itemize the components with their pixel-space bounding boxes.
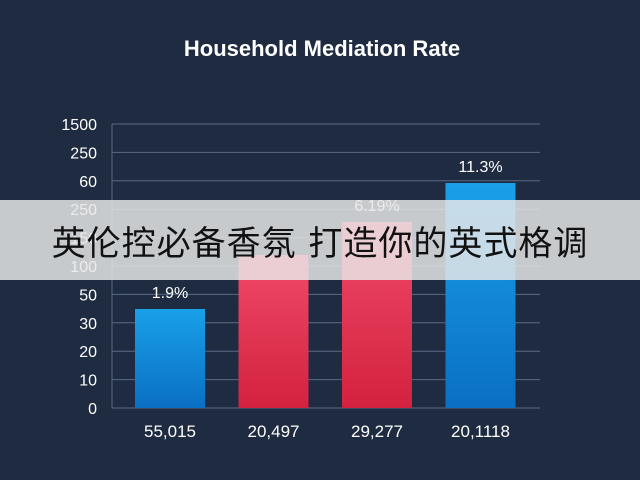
x-category-label: 55,015	[144, 422, 196, 441]
x-category-label: 20,497	[248, 422, 300, 441]
x-axis-categories: 55,015 20,497 29,277 20,1118	[144, 422, 510, 441]
bar-data-label: 1.9%	[152, 285, 188, 302]
y-tick-label: 20	[79, 344, 97, 361]
bar-data-label: 11.3%	[458, 159, 502, 176]
bar	[238, 255, 309, 408]
y-tick-label: 10	[79, 373, 97, 390]
x-category-label: 29,277	[351, 422, 403, 441]
y-tick-label: 30	[79, 316, 97, 333]
y-tick-label: 50	[79, 287, 97, 304]
x-category-label: 20,1118	[451, 422, 510, 441]
bar	[135, 309, 205, 408]
y-tick-label: 60	[79, 174, 97, 191]
y-tick-label: 0	[88, 401, 97, 418]
y-tick-label: 250	[70, 145, 97, 162]
y-tick-label: 1500	[61, 117, 97, 134]
chart-title: Household Mediation Rate	[184, 36, 460, 61]
caption-text: 英伦控必备香氛 打造你的英式格调	[51, 223, 589, 264]
caption-banner: 英伦控必备香氛 打造你的英式格调	[0, 200, 640, 280]
